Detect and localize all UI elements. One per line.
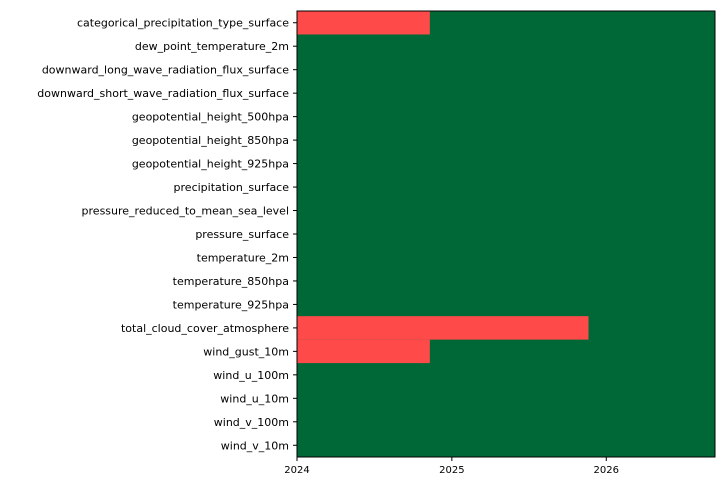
x-tick-label: 2025	[439, 465, 464, 476]
cell-available	[297, 57, 715, 82]
y-tick-label: downward_long_wave_radiation_flux_surfac…	[42, 64, 289, 77]
x-tick-label: 2024	[284, 465, 309, 476]
y-tick-label: geopotential_height_850hpa	[132, 134, 289, 147]
y-tick-label: pressure_reduced_to_mean_sea_level	[82, 205, 289, 218]
y-tick-label: wind_gust_10m	[203, 345, 289, 358]
y-tick-label: precipitation_surface	[174, 181, 290, 194]
y-tick-label: wind_v_100m	[214, 416, 289, 429]
cell-available	[297, 410, 715, 435]
cell-available	[297, 34, 715, 59]
y-tick-label: pressure_surface	[195, 228, 289, 241]
cell-missing	[297, 316, 589, 341]
cell-available	[297, 128, 715, 153]
cell-available	[297, 104, 715, 129]
cell-available	[297, 269, 715, 294]
x-tick-label: 2026	[594, 465, 619, 476]
y-tick-label: temperature_2m	[197, 251, 289, 264]
cell-missing	[297, 339, 430, 364]
y-tick-label: dew_point_temperature_2m	[135, 40, 289, 53]
cell-available	[297, 363, 715, 388]
y-tick-label: wind_u_10m	[220, 392, 289, 405]
cell-available	[297, 433, 715, 458]
y-tick-label: geopotential_height_500hpa	[132, 111, 289, 124]
cell-available	[297, 151, 715, 176]
y-tick-label: categorical_precipitation_type_surface	[77, 17, 289, 30]
cell-available	[297, 386, 715, 411]
cell-available	[297, 198, 715, 223]
x-axis-ticks: 2024 2025 2026	[284, 457, 619, 476]
y-axis-labels: categorical_precipitation_type_surfacede…	[37, 17, 297, 452]
cell-available	[297, 245, 715, 270]
y-tick-label: geopotential_height_925hpa	[132, 158, 289, 171]
cell-available	[297, 175, 715, 200]
y-tick-label: wind_v_10m	[221, 439, 289, 452]
cell-available	[297, 292, 715, 317]
cell-missing	[297, 11, 430, 35]
y-tick-label: total_cloud_cover_atmosphere	[121, 322, 289, 335]
y-tick-label: downward_short_wave_radiation_flux_surfa…	[37, 87, 289, 100]
y-tick-label: wind_u_100m	[213, 369, 289, 382]
y-tick-label: temperature_850hpa	[173, 275, 289, 288]
y-tick-label: temperature_925hpa	[173, 298, 289, 311]
heatmap-cells	[297, 11, 715, 458]
cell-available	[297, 222, 715, 247]
cell-available	[297, 81, 715, 106]
